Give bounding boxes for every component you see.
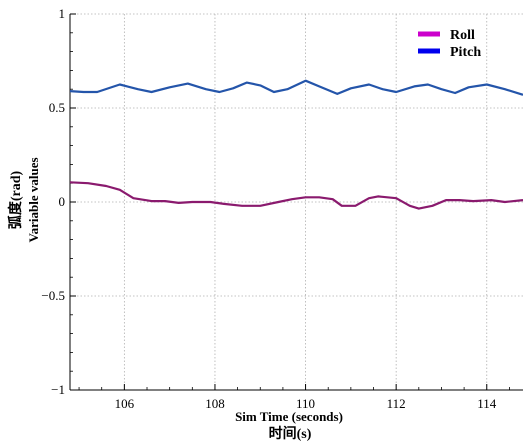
y-tick-label: 0.5 — [49, 100, 65, 115]
x-axis-label: Sim Time (seconds) — [235, 409, 343, 424]
x-axis-label-cn: 时间(s) — [269, 425, 312, 442]
y-tick-label: −0.5 — [41, 288, 65, 303]
y-tick-label: 0 — [59, 194, 66, 209]
x-tick-label: 108 — [205, 396, 225, 411]
legend: Roll Pitch — [418, 28, 481, 60]
grid — [70, 13, 523, 391]
plot-lines — [69, 79, 523, 210]
y-tick-label: 1 — [59, 6, 66, 21]
x-tick-label: 114 — [477, 396, 497, 411]
legend-label-roll: Roll — [450, 28, 475, 43]
y-axis-label: Variable values — [26, 157, 41, 242]
y-axis-label-cn: 弧度(rad) — [7, 171, 24, 230]
x-tick-label: 112 — [387, 396, 406, 411]
x-tick-label: 110 — [296, 396, 315, 411]
axes: 106 108 110 112 114 1 0.5 0 −0.5 −1 — [41, 6, 523, 411]
series-line-pitch — [69, 79, 523, 96]
x-tick-label: 106 — [115, 396, 135, 411]
legend-label-pitch: Pitch — [450, 45, 481, 60]
series-line-roll — [69, 181, 523, 210]
y-tick-label: −1 — [51, 382, 65, 397]
